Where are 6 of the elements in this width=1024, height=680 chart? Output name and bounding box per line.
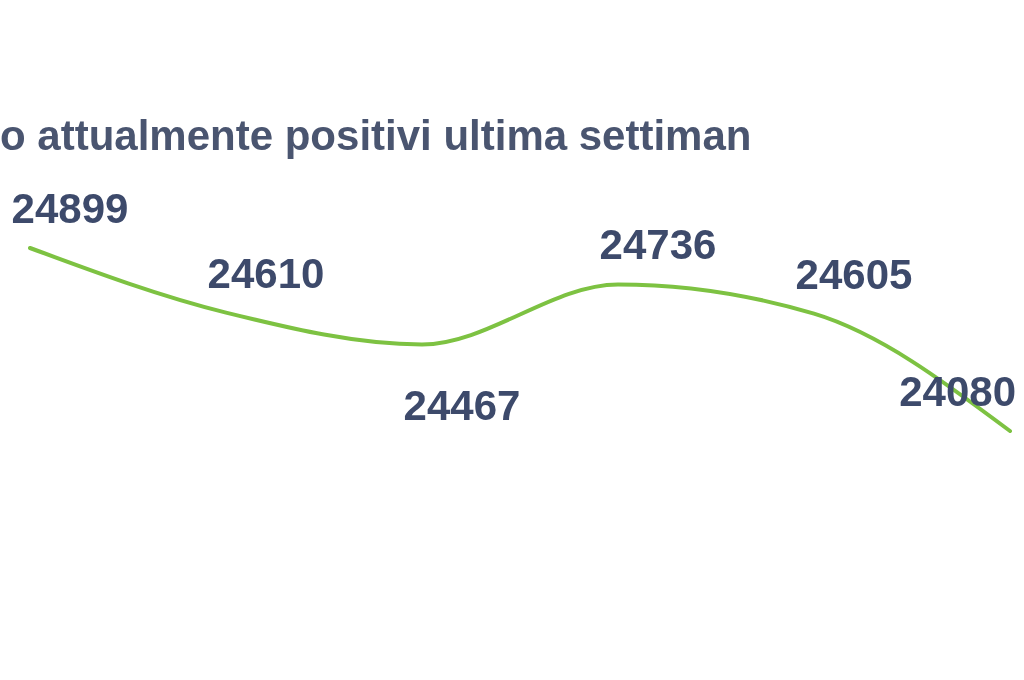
data-label: 24467 [403, 381, 521, 429]
data-label: 24736 [599, 221, 717, 269]
data-label: 24610 [207, 249, 325, 297]
chart-title: o attualmente positivi ultima settiman [0, 112, 752, 159]
data-label: 24605 [795, 250, 913, 298]
data-label: 24899 [11, 185, 129, 232]
